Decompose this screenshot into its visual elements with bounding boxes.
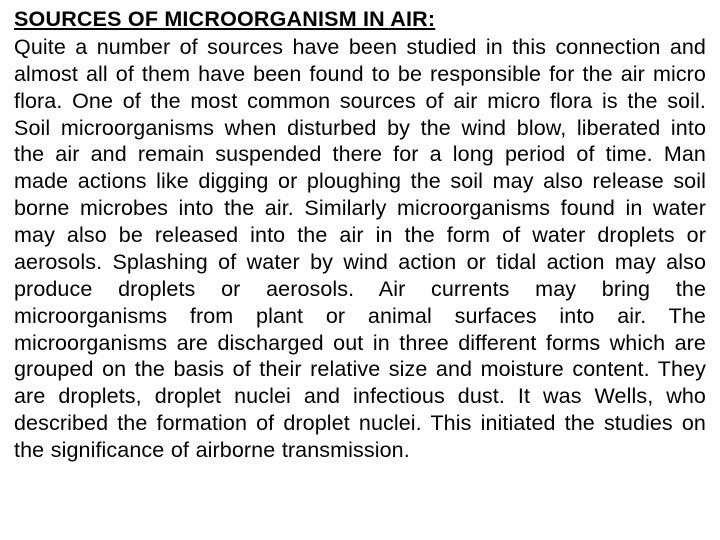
body-paragraph: Quite a number of sources have been stud… — [14, 34, 706, 464]
section-heading: SOURCES OF MICROORGANISM IN AIR: — [14, 6, 706, 33]
document-page: SOURCES OF MICROORGANISM IN AIR: Quite a… — [0, 0, 720, 540]
